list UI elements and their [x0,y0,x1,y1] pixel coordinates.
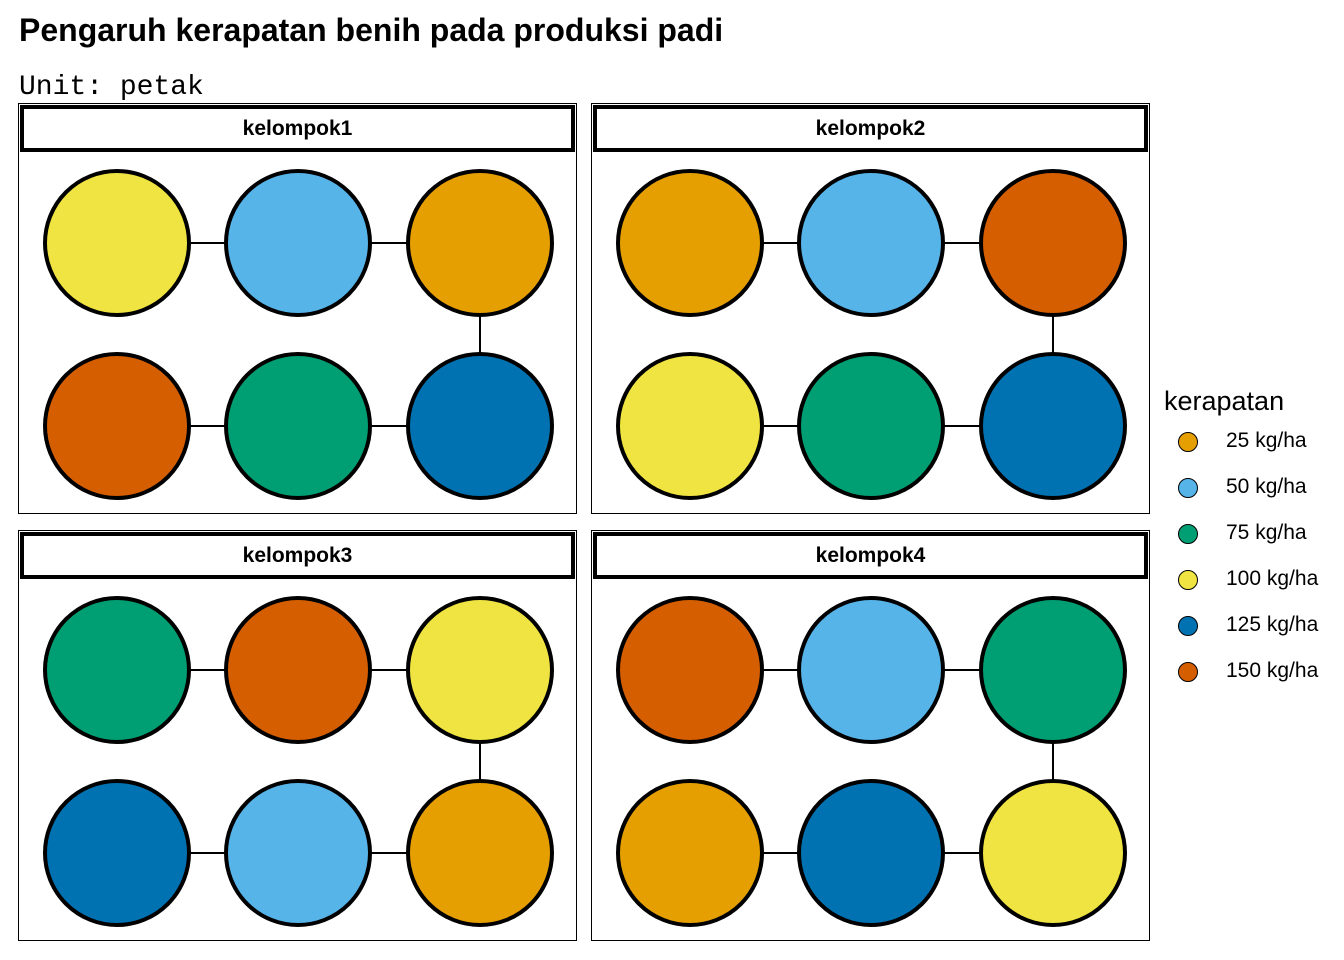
legend-label: 150 kg/ha [1226,659,1319,682]
plot-unit-circle [797,352,945,500]
plot-unit-circle [406,169,554,317]
legend-key-swatch [1178,524,1198,544]
plot-layout-diagram [616,596,1127,927]
plot-unit-circle [224,352,372,500]
plot-unit-circle [979,169,1127,317]
plot-unit-circle [224,596,372,744]
plot-unit-circle [406,352,554,500]
plot-unit-circle [616,352,764,500]
legend-item: 125 kg/ha [1164,613,1318,659]
legend-label: 75 kg/ha [1226,521,1307,544]
legend-key-swatch [1178,478,1198,498]
plot-layout-diagram [43,596,554,927]
chart-subtitle: Unit: petak [19,72,204,103]
legend-key-swatch [1178,662,1198,682]
legend-item: 75 kg/ha [1164,521,1307,567]
panel-kelompok2: kelompok2 [591,103,1150,514]
legend-item: 100 kg/ha [1164,567,1318,613]
legend-label: 125 kg/ha [1226,613,1319,636]
legend-item: 150 kg/ha [1164,659,1318,705]
legend-label: 25 kg/ha [1226,429,1307,452]
plot-layout-diagram [43,169,554,500]
plot-unit-circle [979,596,1127,744]
panel-strip-label: kelompok1 [20,105,575,152]
plot-unit-circle [616,779,764,927]
plot-unit-circle [797,169,945,317]
legend-item: 25 kg/ha [1164,429,1307,475]
plot-unit-circle [406,596,554,744]
panel-strip-label: kelompok3 [20,532,575,579]
legend-key-swatch [1178,570,1198,590]
plot-unit-circle [406,779,554,927]
plot-unit-circle [979,352,1127,500]
plot-unit-circle [616,596,764,744]
legend-label: 50 kg/ha [1226,475,1307,498]
panel-kelompok1: kelompok1 [18,103,577,514]
plot-unit-circle [616,169,764,317]
panel-kelompok3: kelompok3 [18,530,577,941]
plot-unit-circle [43,779,191,927]
plot-unit-circle [43,169,191,317]
plot-layout-diagram [616,169,1127,500]
legend-item: 50 kg/ha [1164,475,1307,521]
legend-title: kerapatan [1164,386,1285,416]
panel-strip-label: kelompok4 [593,532,1148,579]
legend-label: 100 kg/ha [1226,567,1319,590]
panel-strip-label: kelompok2 [593,105,1148,152]
plot-unit-circle [224,169,372,317]
legend: kerapatan 25 kg/ha 50 kg/ha 75 kg/ha 100… [1164,386,1318,705]
plot-unit-circle [43,596,191,744]
panel-kelompok4: kelompok4 [591,530,1150,941]
plot-unit-circle [43,352,191,500]
legend-key-swatch [1178,432,1198,452]
legend-key-swatch [1178,616,1198,636]
plot-unit-circle [224,779,372,927]
plot-unit-circle [797,596,945,744]
chart-title: Pengaruh kerapatan benih pada produksi p… [19,12,724,48]
plot-unit-circle [797,779,945,927]
plot-unit-circle [979,779,1127,927]
